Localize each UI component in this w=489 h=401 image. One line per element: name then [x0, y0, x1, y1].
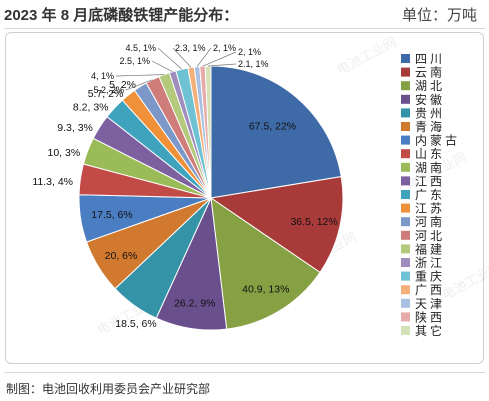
leader-line-15 [115, 74, 165, 77]
leader-line-21 [208, 63, 237, 67]
legend-swatch-21 [401, 326, 410, 335]
title-divider [4, 28, 485, 29]
legend-swatch-8 [401, 149, 410, 159]
legend-swatch-2 [401, 67, 410, 77]
watermark-text: 电池工业网 [439, 259, 489, 303]
data-label-5: 18.5, 6% [115, 318, 156, 330]
leader-line-20 [202, 51, 237, 67]
pie-slice-2 [209, 176, 344, 274]
footer-divider [4, 372, 485, 373]
data-label-14: 5.2, 2% [93, 85, 124, 95]
data-label-8: 11.3, 4% [32, 176, 73, 188]
data-label-2: 36.5, 12% [290, 216, 337, 228]
data-label-4: 26.2, 9% [174, 297, 215, 309]
data-label-1: 67.5, 22% [249, 121, 296, 133]
legend-label-10: 江西 [415, 174, 445, 188]
data-label-3: 40.9, 13% [242, 283, 289, 295]
legend-swatch-1 [401, 54, 410, 63]
legend-label-21: 其它 [415, 323, 445, 338]
legend-label-2: 云南 [415, 65, 445, 80]
leader-line-19 [196, 47, 212, 67]
legend-label-6: 青海 [415, 119, 445, 134]
data-label-21: 2.1, 1% [238, 59, 269, 69]
legend-label-11: 广东 [415, 188, 445, 202]
legend-label-13: 河南 [415, 214, 445, 229]
legend-label-3: 湖北 [415, 78, 445, 93]
data-label-10: 9.3, 3% [57, 122, 93, 134]
watermark-text: 电池工业网 [334, 34, 398, 78]
legend-swatch-20 [401, 312, 410, 322]
leader-line-14 [125, 79, 153, 91]
legend-label-19: 天津 [415, 297, 445, 311]
legend-swatch-9 [401, 162, 410, 172]
legend-label-16: 浙江 [415, 256, 445, 270]
data-label-18: 2.3, 1% [175, 43, 206, 53]
legend-label-9: 湖南 [415, 160, 445, 175]
data-label-19: 2, 1% [213, 43, 236, 53]
legend-label-15: 福建 [415, 241, 445, 256]
legend-swatch-10 [401, 176, 410, 186]
legend-label-8: 山东 [415, 147, 445, 161]
legend-swatch-18 [401, 285, 410, 295]
legend-swatch-3 [401, 81, 410, 91]
data-label-7: 17.5, 6% [91, 209, 132, 221]
leader-line-16 [151, 60, 173, 73]
data-label-16: 2.5, 1% [119, 56, 150, 66]
legend-swatch-16 [401, 258, 410, 267]
legend-label-20: 陕西 [415, 309, 445, 324]
legend-swatch-19 [401, 298, 410, 308]
legend-swatch-15 [401, 244, 410, 254]
legend-swatch-6 [401, 122, 410, 131]
data-label-11: 8.2, 3% [73, 102, 109, 114]
legend-label-5: 贵州 [415, 106, 445, 120]
legend-swatch-4 [401, 94, 410, 104]
legend-label-1: 四川 [415, 52, 445, 66]
data-label-6: 20, 6% [105, 250, 138, 262]
legend-swatch-11 [401, 190, 410, 199]
legend-swatch-7 [401, 135, 410, 145]
legend-label-4: 安徽 [415, 92, 445, 107]
data-label-20: 2, 1% [238, 47, 261, 57]
data-label-13: 5, 2% [109, 79, 136, 91]
legend-swatch-17 [401, 271, 410, 281]
legend-swatch-5 [401, 108, 410, 118]
leader-line-17 [157, 47, 183, 70]
legend-label-7: 内蒙古 [415, 133, 460, 148]
source-note: 制图：电池回收利用委员会产业研究部 [6, 382, 211, 396]
data-label-12: 5.7, 2% [88, 88, 124, 100]
legend-swatch-14 [401, 230, 410, 240]
data-label-9: 10, 3% [47, 147, 80, 159]
data-label-17: 4.5, 1% [125, 43, 156, 53]
legend-label-17: 重庆 [415, 270, 445, 284]
pie-slice-3 [210, 196, 321, 330]
legend-label-12: 江苏 [415, 202, 445, 216]
data-label-15: 4, 1% [91, 71, 114, 81]
pie-slice-1 [210, 65, 342, 199]
legend-label-18: 广西 [415, 283, 445, 297]
legend-swatch-12 [401, 203, 410, 213]
legend-swatch-13 [401, 217, 410, 227]
leader-line-18 [172, 47, 192, 68]
unit-label: 单位：万吨 [401, 7, 477, 24]
page-title: 2023 年 8 月底磷酸铁锂产能分布： [4, 7, 239, 24]
legend-label-14: 河北 [415, 229, 445, 243]
